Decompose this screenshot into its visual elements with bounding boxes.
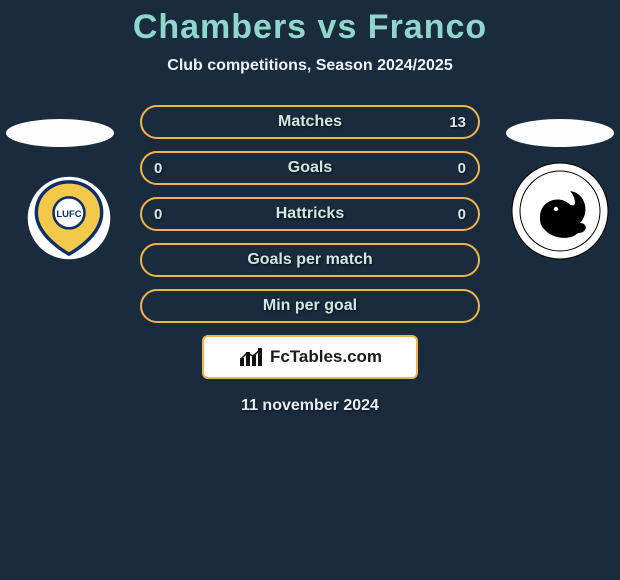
stat-label: Goals xyxy=(288,159,332,177)
stat-value-right: 13 xyxy=(449,114,466,131)
source-logo: FcTables.com xyxy=(202,335,418,379)
stat-row-matches: Matches 13 xyxy=(140,105,480,139)
page-subtitle: Club competitions, Season 2024/2025 xyxy=(0,57,620,75)
stat-value-right: 0 xyxy=(458,206,466,223)
source-logo-text: FcTables.com xyxy=(270,347,382,367)
club-badge-left: LUFC xyxy=(20,175,118,261)
stat-value-left: 0 xyxy=(154,206,162,223)
bars-icon xyxy=(238,346,266,368)
stat-label: Min per goal xyxy=(263,297,357,315)
player-marker-left xyxy=(6,119,114,147)
stat-label: Matches xyxy=(278,113,342,131)
player-marker-right xyxy=(506,119,614,147)
stat-value-right: 0 xyxy=(458,160,466,177)
content: LUFC Matches 13 0 Goals 0 0 Hattricks 0 … xyxy=(0,105,620,415)
stat-row-goals: 0 Goals 0 xyxy=(140,151,480,185)
svg-text:LUFC: LUFC xyxy=(56,209,81,220)
stat-label: Goals per match xyxy=(247,251,372,269)
page-title: Chambers vs Franco xyxy=(0,8,620,47)
club-badge-right xyxy=(500,161,620,261)
header: Chambers vs Franco Club competitions, Se… xyxy=(0,0,620,75)
stat-row-goals-per-match: Goals per match xyxy=(140,243,480,277)
stat-row-hattricks: 0 Hattricks 0 xyxy=(140,197,480,231)
stat-value-left: 0 xyxy=(154,160,162,177)
stats-table: Matches 13 0 Goals 0 0 Hattricks 0 Goals… xyxy=(140,105,480,323)
stat-row-min-per-goal: Min per goal xyxy=(140,289,480,323)
date-label: 11 november 2024 xyxy=(0,397,620,415)
stat-label: Hattricks xyxy=(276,205,344,223)
